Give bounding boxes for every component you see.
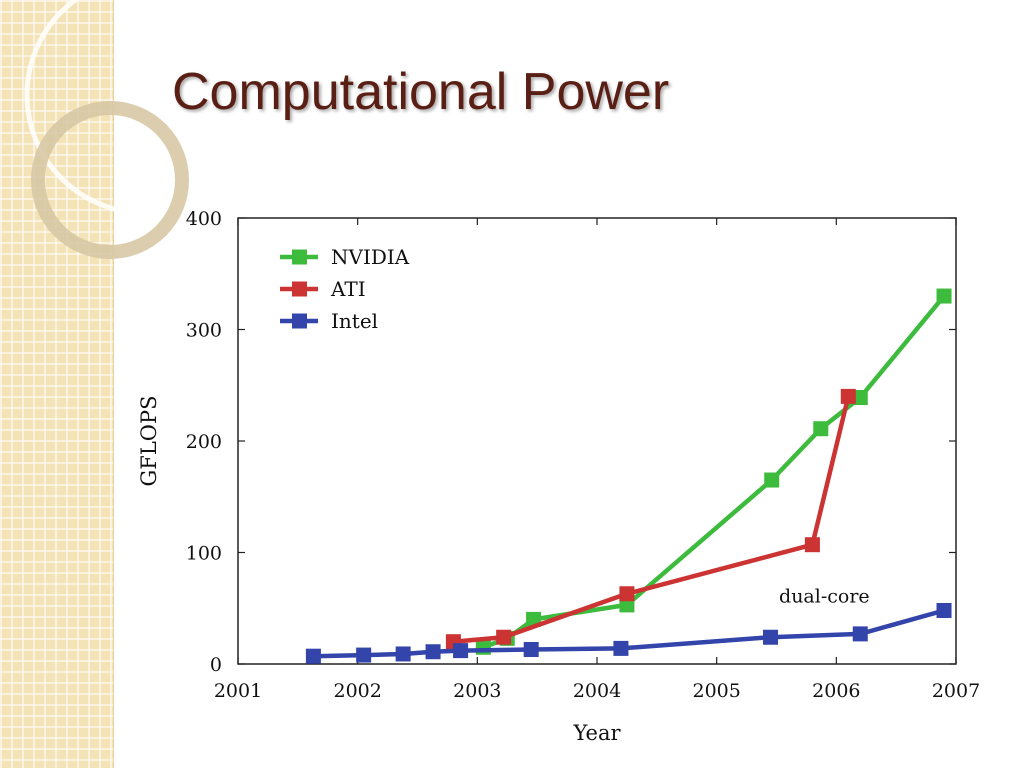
y-tick-label: 100	[186, 543, 222, 565]
annotations: dual-core	[779, 586, 870, 608]
y-tick-label: 300	[186, 320, 222, 342]
x-tick-label: 2006	[812, 680, 860, 702]
x-tick-label: 2004	[573, 680, 621, 702]
data-point-ati	[840, 388, 856, 404]
x-tick-label: 2007	[932, 680, 980, 702]
series-line-intel	[313, 608, 945, 659]
slide-title: Computational Power	[172, 63, 670, 121]
x-tick-label: 2003	[453, 680, 501, 702]
data-point-intel	[356, 647, 372, 663]
x-tick-label: 2002	[333, 680, 381, 702]
legend-swatch-marker	[292, 249, 307, 265]
data-point-ati	[619, 586, 635, 602]
data-point-intel	[395, 646, 411, 662]
data-point-intel	[305, 648, 321, 664]
x-axis-label: Year	[572, 721, 621, 745]
y-tick-label: 200	[186, 431, 222, 453]
data-point-intel	[425, 644, 441, 660]
x-tick-label: 2001	[214, 680, 262, 702]
data-point-intel	[453, 643, 469, 659]
deco-ring-small	[31, 101, 189, 259]
data-point-nvidia	[936, 288, 952, 304]
legend-item-intel: Intel	[280, 309, 378, 333]
legend: NVIDIA ATI Intel	[280, 245, 410, 333]
data-point-intel	[523, 642, 539, 658]
data-point-nvidia	[852, 390, 868, 406]
deco-ring-large	[24, 0, 266, 216]
data-point-ati	[804, 537, 820, 553]
y-axis-label: GFLOPS	[137, 395, 161, 486]
data-point-intel	[763, 629, 779, 645]
data-point-intel	[852, 626, 868, 642]
legend-label: Intel	[331, 309, 378, 333]
tick-labels: 2001 2002 2003 2004 2005 2006 2007 0 100 200 300 40…	[186, 208, 980, 702]
annotation-label: dual-core	[779, 586, 870, 608]
series	[305, 288, 952, 664]
data-point-intel	[936, 602, 952, 618]
x-tick-label: 2005	[692, 680, 740, 702]
data-point-intel	[613, 640, 629, 656]
legend-item-ati: ATI	[280, 277, 366, 301]
legend-item-nvidia: NVIDIA	[280, 245, 410, 269]
legend-label: NVIDIA	[331, 245, 410, 269]
ticks	[237, 217, 957, 665]
y-tick-label: 400	[186, 208, 222, 230]
data-point-nvidia	[764, 472, 780, 488]
data-point-ati	[496, 629, 512, 645]
legend-label: ATI	[330, 277, 366, 301]
y-tick-label: 0	[210, 654, 222, 676]
series-intel	[305, 602, 952, 664]
legend-swatch-marker	[292, 281, 307, 297]
decorative-rings	[24, 0, 266, 259]
legend-swatch-marker	[292, 313, 307, 329]
data-point-nvidia	[813, 421, 829, 437]
